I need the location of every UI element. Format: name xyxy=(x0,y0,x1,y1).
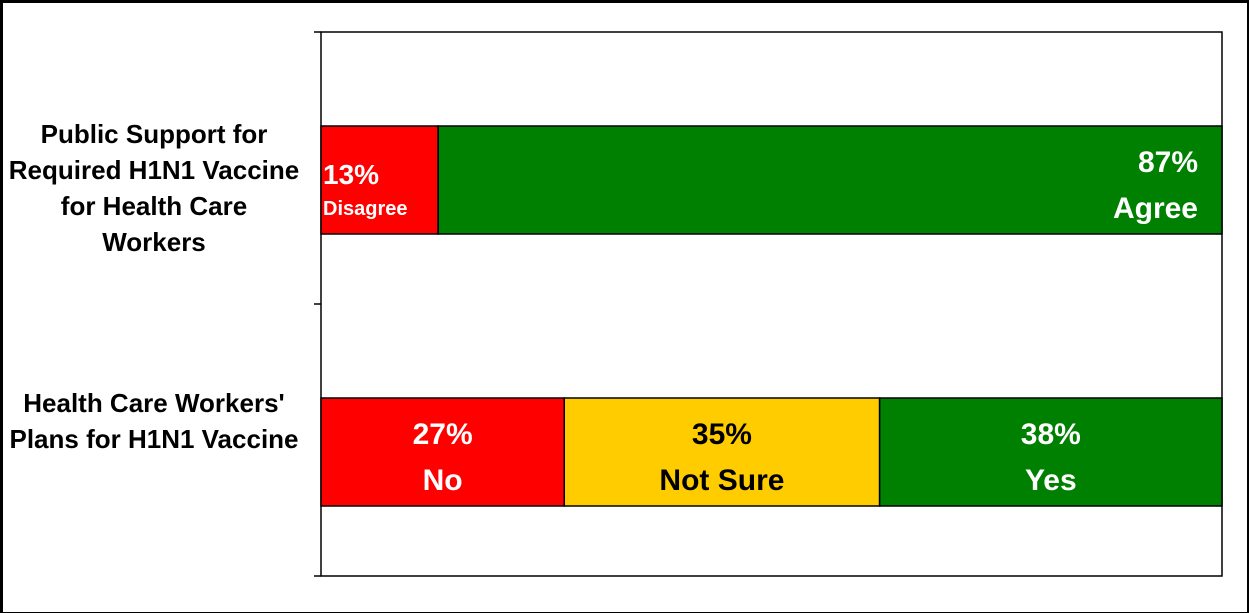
data-label-percent: 38% xyxy=(1021,418,1081,451)
bar-segment xyxy=(878,397,1223,507)
bars-layer xyxy=(320,125,1223,507)
category-label-health-care-workers-plans: Health Care Workers' Plans for H1N1 Vacc… xyxy=(9,388,299,454)
data-label-percent: 13% xyxy=(323,159,379,190)
data-label-percent: 27% xyxy=(413,418,473,451)
data-label-category: Not Sure xyxy=(659,464,784,497)
data-label-category: Agree xyxy=(1113,192,1198,225)
data-label-category: Disagree xyxy=(323,198,408,220)
axis-layer xyxy=(314,31,1223,577)
data-label-percent: 35% xyxy=(692,418,752,451)
labels-layer: 13% Disagree 87% Agree 27% No 35% Not Sure 38% Ye… xyxy=(323,146,1198,497)
bar-segment xyxy=(563,397,881,507)
data-label-category: Yes xyxy=(1025,464,1077,497)
category-label-public-support: Public Support for Required H1N1 Vaccine… xyxy=(8,119,300,257)
bar-segment xyxy=(320,125,439,235)
bar-segment xyxy=(320,397,566,507)
bar-segment xyxy=(437,125,1223,235)
data-label-category: No xyxy=(423,464,463,497)
data-label-percent: 87% xyxy=(1138,146,1198,179)
